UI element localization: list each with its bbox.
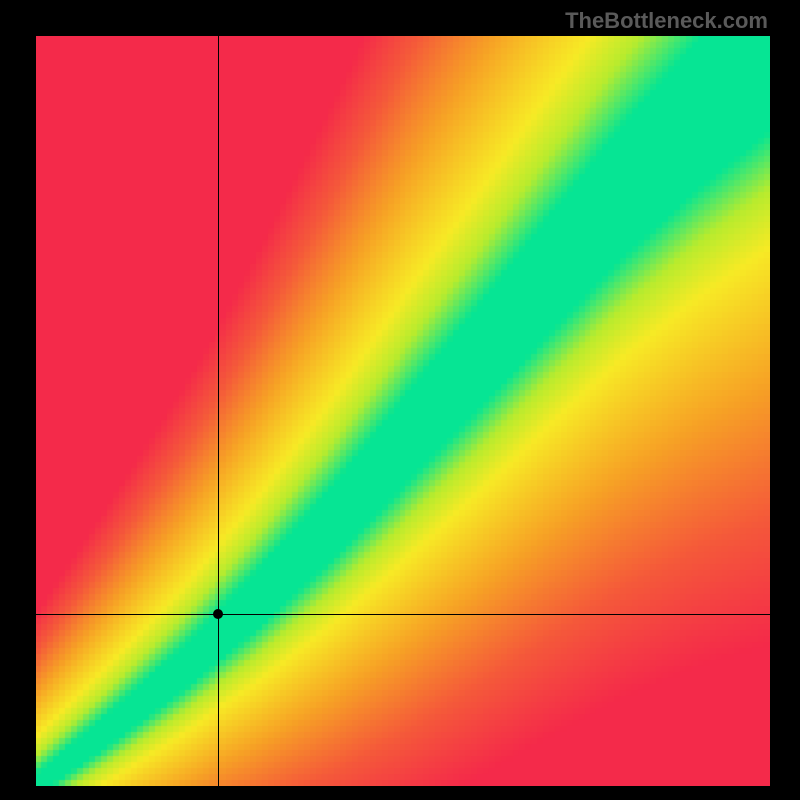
crosshair-horizontal: [36, 614, 770, 615]
attribution-text: TheBottleneck.com: [565, 8, 768, 34]
data-marker: [213, 609, 223, 619]
plot-area: [36, 36, 770, 786]
heatmap-canvas: [36, 36, 770, 786]
crosshair-vertical: [218, 36, 219, 786]
